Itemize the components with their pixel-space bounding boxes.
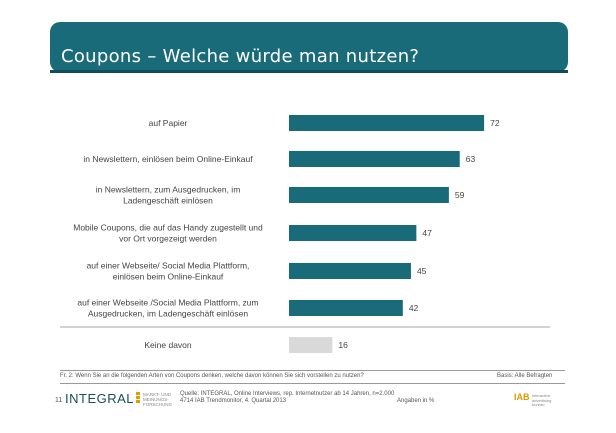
- value-label-5: 42: [409, 303, 419, 313]
- value-label-6: 16: [338, 340, 348, 350]
- category-label-6: Keine davon: [144, 340, 192, 350]
- value-label-2: 59: [455, 190, 465, 200]
- value-label-1: 63: [466, 154, 476, 164]
- basis-text: Basis: Alle Befragten: [497, 373, 553, 379]
- bar-0: [289, 115, 485, 131]
- category-label-line: auf einer Webseite/ Social Media Plattfo…: [87, 261, 250, 271]
- bar-5: [289, 300, 403, 316]
- bar-2: [289, 187, 449, 203]
- footer-divider-bottom: [60, 383, 565, 384]
- source-text-line2: 4714 IAB Trendmonitor, 4. Quartal 2013: [180, 398, 287, 404]
- category-label-line: in Newslettern, zum Ausgedrucken, im: [96, 185, 241, 195]
- units-text: Angaben in %: [397, 398, 435, 404]
- iab-logo: IAB: [514, 392, 530, 402]
- iab-logo-text: IAB: [514, 392, 530, 402]
- category-label-2: in Newslettern, zum Ausgedrucken, im Lade…: [96, 185, 241, 206]
- footer-divider-top: [60, 370, 565, 371]
- value-label-0: 72: [490, 118, 500, 128]
- category-label-line: Ausgedrucken, im Ladengeschäft einlösen: [88, 309, 248, 319]
- category-label-line: einlösen beim Online-Einkauf: [113, 272, 224, 282]
- bar-1: [289, 151, 460, 167]
- category-label-1: in Newslettern, einlösen beim Online-Ein…: [83, 154, 253, 164]
- category-label-line: Ladengeschäft einlösen: [123, 196, 213, 206]
- header-underline: [50, 70, 568, 73]
- category-label-0: auf Papier: [149, 118, 188, 128]
- value-label-4: 45: [417, 266, 427, 276]
- category-label-4: auf einer Webseite/ Social Media Plattfo…: [87, 261, 250, 282]
- value-label-3: 47: [422, 228, 432, 238]
- bar-3: [289, 225, 417, 241]
- iab-logo-subtitle: interactive advertising bureau: [532, 393, 552, 407]
- category-label-line: Mobile Coupons, die auf das Handy zugest…: [73, 223, 263, 233]
- source-text-line1: Quelle: INTEGRAL, Online Interviews, rep…: [180, 391, 395, 397]
- header-band: [50, 22, 568, 72]
- logo-number: 11: [55, 397, 63, 404]
- bar-6: [289, 337, 333, 353]
- category-label-line: auf Papier: [149, 118, 188, 128]
- category-label-3: Mobile Coupons, die auf das Handy zugest…: [73, 223, 263, 244]
- category-label-line: vor Ort vorgezeigt werden: [119, 234, 217, 244]
- integral-logo-mark: [136, 392, 140, 404]
- category-label-line: in Newslettern, einlösen beim Online-Ein…: [83, 154, 253, 164]
- integral-logo-subtitle: MARKT- UND MEINUNGS- FORSCHUNG: [143, 392, 172, 407]
- question-text: Fr. 2: Wenn Sie an die folgenden Arten v…: [60, 373, 364, 379]
- category-label-line: auf einer Webseite /Social Media Plattfo…: [77, 298, 258, 308]
- bar-4: [289, 263, 411, 279]
- integral-logo: INTEGRAL: [65, 391, 135, 406]
- category-label-line: Keine davon: [144, 340, 192, 350]
- page-title: Coupons – Welche würde man nutzen?: [61, 46, 420, 67]
- category-label-5: auf einer Webseite /Social Media Plattfo…: [77, 298, 258, 319]
